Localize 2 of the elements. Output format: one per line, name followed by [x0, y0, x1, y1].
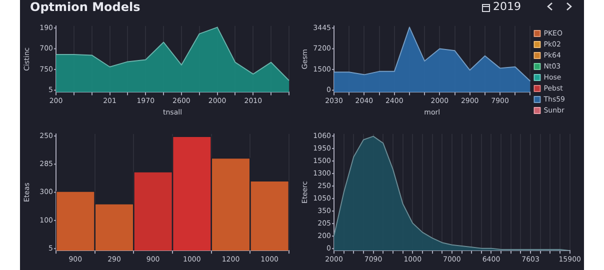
chart-subtitle: 2019 [493, 0, 521, 13]
chart-title: Optmion Models [30, 0, 140, 14]
